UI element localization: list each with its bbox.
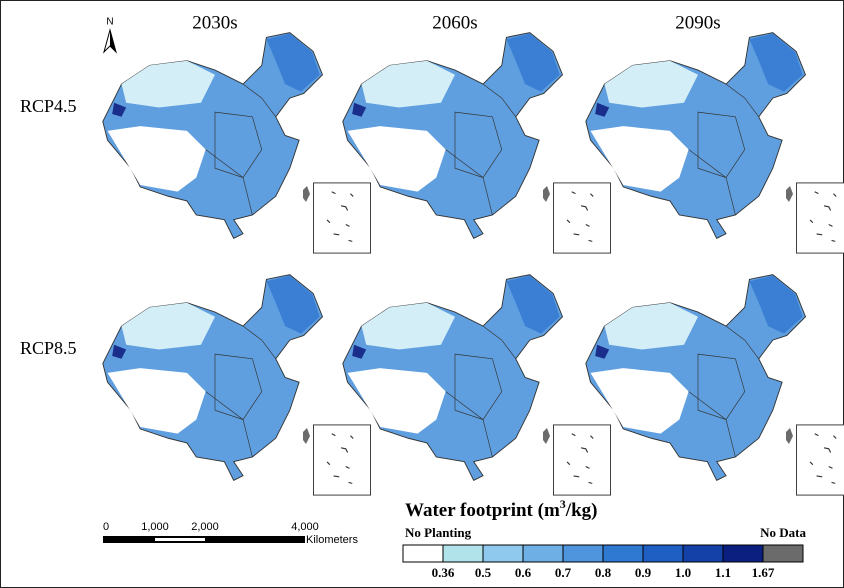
no-planting-label: No Planting	[405, 525, 472, 540]
inset-map	[553, 183, 610, 253]
legend-break: 0.36	[432, 565, 455, 580]
legend-swatch	[523, 545, 563, 562]
legend-break: 1.1	[715, 565, 731, 580]
legend-break: 0.7	[555, 565, 572, 580]
scale-label: 4,000	[291, 521, 319, 533]
legend-break: 1.67	[752, 565, 775, 580]
column-label: 2030s	[192, 12, 237, 33]
legend-swatch	[443, 545, 483, 562]
legend-swatch	[603, 545, 643, 562]
column-label: 2090s	[675, 12, 720, 33]
scale-label: 0	[103, 521, 109, 533]
legend-break: 0.5	[475, 565, 492, 580]
inset-map	[313, 183, 370, 253]
scale-label: 2,000	[191, 521, 219, 533]
legend-break: 0.9	[635, 565, 652, 580]
legend-swatch	[403, 545, 443, 562]
legend-break: 1.0	[675, 565, 691, 580]
column-label: 2060s	[432, 12, 477, 33]
legend-swatch	[563, 545, 603, 562]
inset-map	[796, 183, 844, 253]
legend-swatch	[723, 545, 763, 562]
row-label: RCP4.5	[20, 96, 77, 116]
inset-map	[313, 425, 370, 495]
scale-unit: Kilometers	[306, 534, 358, 546]
north-label: N	[106, 17, 113, 28]
inset-map	[553, 425, 610, 495]
inset-map	[796, 425, 844, 495]
legend-break: 0.6	[515, 565, 532, 580]
no-data-label: No Data	[760, 525, 806, 540]
legend-swatch	[763, 545, 803, 562]
row-label: RCP8.5	[20, 338, 77, 358]
legend-swatch	[483, 545, 523, 562]
legend-swatch	[683, 545, 723, 562]
legend-break: 0.8	[595, 565, 612, 580]
scale-label: 1,000	[141, 521, 169, 533]
figure: N 0 1,000 2,000 4,000Kilometers Water footp…	[0, 0, 844, 588]
legend-title: Water footprint (m3/kg)	[405, 497, 597, 522]
legend-title-part: Water footprint (m	[405, 500, 560, 521]
legend-swatch	[643, 545, 683, 562]
legend-title-part: /kg)	[565, 500, 598, 521]
